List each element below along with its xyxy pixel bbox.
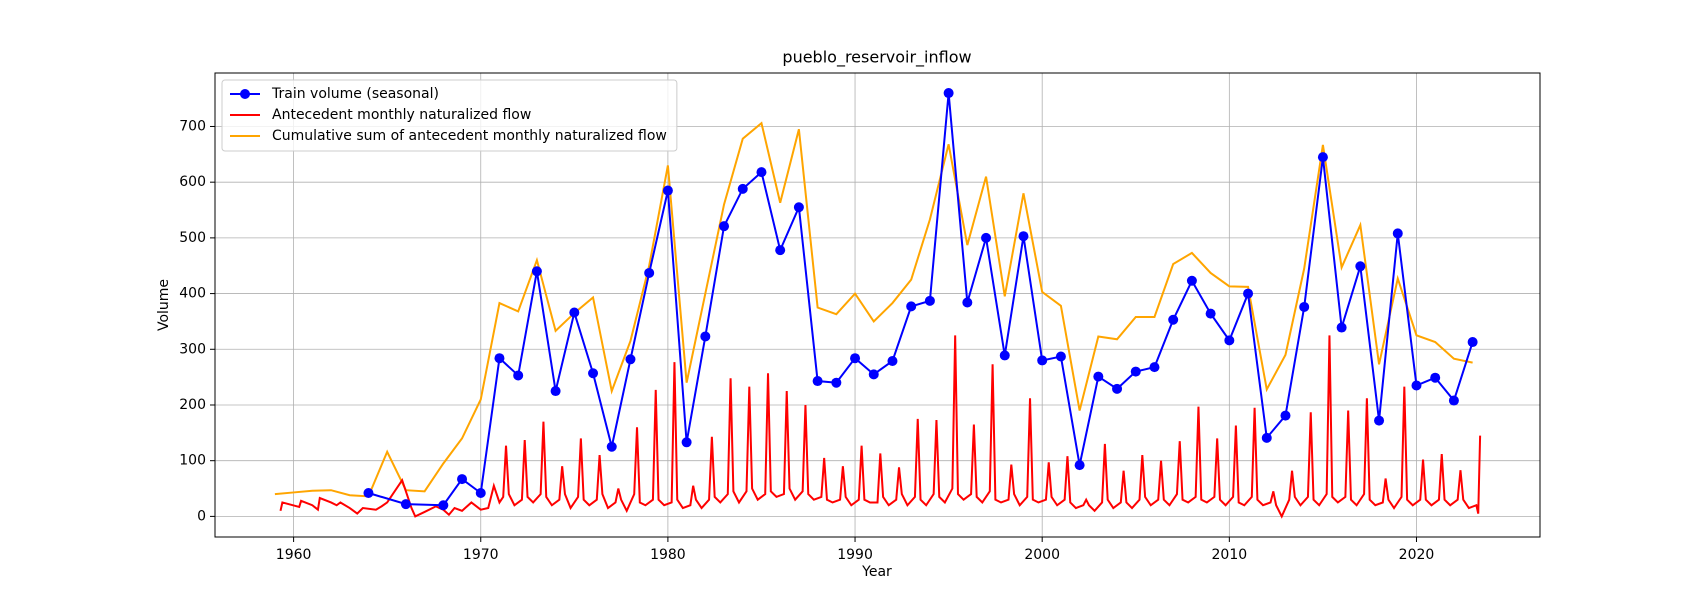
point bbox=[887, 355, 898, 366]
point bbox=[1430, 372, 1441, 383]
legend-label: Antecedent monthly naturalized flow bbox=[272, 107, 531, 123]
legend-label: Train volume (seasonal) bbox=[271, 86, 439, 102]
series-line bbox=[368, 92, 1474, 507]
point bbox=[812, 376, 823, 387]
point bbox=[513, 370, 524, 381]
point bbox=[1093, 371, 1104, 382]
point bbox=[1112, 383, 1123, 394]
point bbox=[1374, 415, 1385, 426]
point bbox=[850, 353, 861, 364]
point bbox=[1299, 301, 1310, 312]
point bbox=[1280, 410, 1291, 421]
point bbox=[1205, 308, 1216, 319]
x-tick-label: 1960 bbox=[276, 547, 312, 563]
point bbox=[625, 354, 636, 365]
point bbox=[1018, 231, 1029, 242]
x-tick-label: 2000 bbox=[1024, 547, 1060, 563]
y-tick-label: 400 bbox=[179, 286, 206, 302]
point bbox=[943, 88, 954, 99]
series-line bbox=[279, 335, 1482, 519]
point bbox=[719, 221, 730, 232]
point bbox=[981, 232, 992, 243]
point bbox=[1243, 288, 1254, 299]
x-tick-label: 2020 bbox=[1399, 547, 1435, 563]
point bbox=[999, 350, 1010, 361]
point bbox=[400, 499, 411, 510]
y-tick-label: 200 bbox=[179, 397, 206, 413]
point bbox=[494, 353, 505, 364]
point bbox=[1037, 355, 1048, 366]
legend-label: Cumulative sum of antecedent monthly nat… bbox=[272, 128, 667, 144]
point bbox=[475, 487, 486, 498]
point bbox=[1186, 275, 1197, 286]
legend-box bbox=[221, 79, 678, 152]
x-tick-label: 1980 bbox=[650, 547, 686, 563]
point bbox=[756, 167, 767, 178]
point bbox=[868, 369, 879, 380]
point bbox=[363, 487, 374, 498]
x-axis-label: Year bbox=[861, 564, 892, 580]
x-tick-label: 1990 bbox=[837, 547, 873, 563]
point bbox=[1130, 366, 1141, 377]
point bbox=[531, 266, 542, 277]
point bbox=[775, 245, 786, 256]
point bbox=[906, 301, 917, 312]
legend-marker bbox=[240, 89, 250, 99]
chart-title: pueblo_reservoir_inflow bbox=[782, 48, 971, 68]
point bbox=[1261, 432, 1272, 443]
y-tick-label: 300 bbox=[179, 341, 206, 357]
point bbox=[1224, 335, 1235, 346]
point bbox=[438, 500, 449, 511]
point bbox=[1074, 460, 1085, 471]
point bbox=[1317, 152, 1328, 163]
y-tick-label: 500 bbox=[179, 230, 206, 246]
point bbox=[606, 441, 617, 452]
y-tick-label: 700 bbox=[179, 118, 206, 134]
point bbox=[1055, 351, 1066, 362]
point bbox=[1149, 362, 1160, 373]
series-line bbox=[274, 121, 1473, 498]
point bbox=[793, 202, 804, 213]
point bbox=[1336, 322, 1347, 333]
y-tick-label: 0 bbox=[197, 508, 206, 524]
point bbox=[550, 386, 561, 397]
point bbox=[700, 331, 711, 342]
point bbox=[1392, 228, 1403, 239]
legend: Train volume (seasonal) Antecedent monthl… bbox=[221, 79, 678, 152]
point bbox=[831, 377, 842, 388]
point bbox=[1448, 395, 1459, 406]
point bbox=[1411, 380, 1422, 391]
x-tick-label: 1970 bbox=[463, 547, 499, 563]
point bbox=[962, 297, 973, 308]
point bbox=[681, 437, 692, 448]
point bbox=[1355, 261, 1366, 272]
point bbox=[457, 474, 468, 485]
point bbox=[644, 267, 655, 278]
point bbox=[569, 307, 580, 318]
y-axis-label: Volume bbox=[156, 279, 172, 331]
point bbox=[924, 295, 935, 306]
point bbox=[737, 183, 748, 194]
point bbox=[588, 368, 599, 379]
x-tick-label: 2010 bbox=[1212, 547, 1248, 563]
point bbox=[662, 185, 673, 196]
point bbox=[1467, 337, 1478, 348]
y-tick-label: 600 bbox=[179, 174, 206, 190]
point bbox=[1168, 314, 1179, 325]
y-tick-label: 100 bbox=[179, 453, 206, 469]
axes-frame bbox=[214, 72, 1541, 538]
